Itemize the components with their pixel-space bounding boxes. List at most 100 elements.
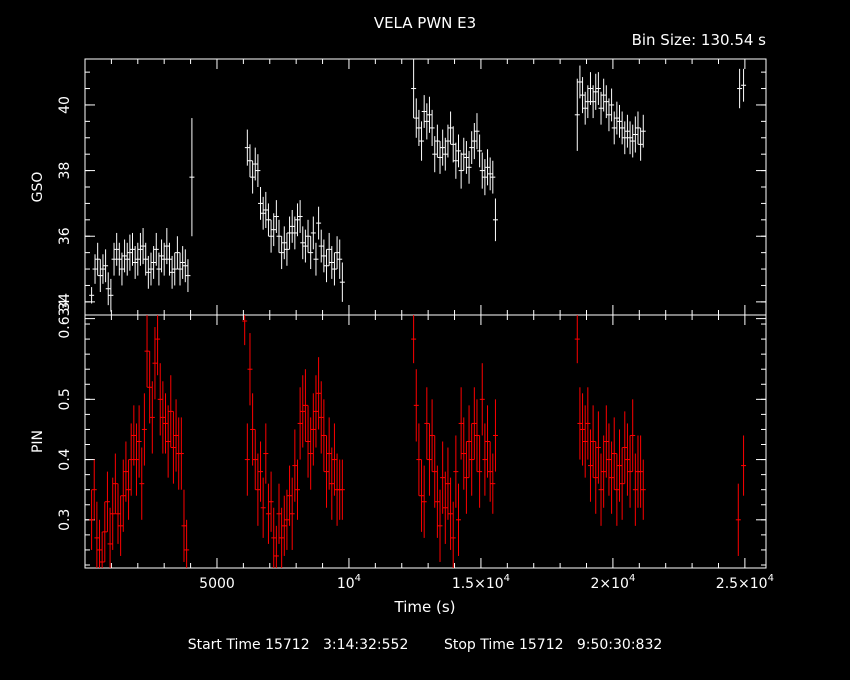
data-point xyxy=(331,423,337,496)
data-point xyxy=(276,219,282,253)
stop-time-label: Stop Time 15712 9:50:30:832 xyxy=(443,637,663,653)
data-point xyxy=(601,435,607,508)
data-point xyxy=(419,459,425,532)
data-point xyxy=(300,226,306,260)
data-point xyxy=(479,363,485,436)
data-point xyxy=(490,453,496,514)
data-point xyxy=(432,136,438,173)
plot-panels: 34 36 38 40 GSO 0.3 0.4 0.5 0.634 PIN xyxy=(30,58,767,569)
data-point xyxy=(89,287,95,304)
data-point xyxy=(145,255,151,289)
data-point xyxy=(485,405,491,478)
bin-size-label: Bin Size: 130.54 s xyxy=(632,31,767,49)
data-point xyxy=(91,459,97,520)
data-point xyxy=(260,477,266,538)
data-point xyxy=(126,459,132,520)
data-point xyxy=(143,242,149,276)
x-tick-base: 2×10 xyxy=(590,576,628,592)
y-tick-label: 0.4 xyxy=(57,448,73,470)
data-point xyxy=(130,232,136,266)
x-tick-base: 2.5×10 xyxy=(716,576,768,592)
panel-gso: 34 36 38 40 GSO xyxy=(30,58,767,316)
panel-frame xyxy=(84,314,767,569)
data-point xyxy=(485,149,491,186)
data-point xyxy=(453,142,459,179)
data-point xyxy=(184,519,190,568)
data-point xyxy=(448,111,454,145)
data-point xyxy=(308,417,314,490)
data-point xyxy=(159,239,165,273)
data-point xyxy=(324,435,330,508)
data-point xyxy=(185,259,191,293)
data-point xyxy=(450,501,456,568)
data-point xyxy=(302,369,308,442)
data-point xyxy=(487,157,493,191)
data-point xyxy=(110,477,116,550)
data-point xyxy=(284,232,290,266)
x-tick-base: 10 xyxy=(337,576,355,592)
data-point xyxy=(601,78,607,112)
data-point xyxy=(461,417,467,490)
x-tick-base: 1.5×10 xyxy=(452,576,504,592)
data-point xyxy=(168,375,174,448)
data-point xyxy=(590,85,596,119)
data-point xyxy=(421,465,427,538)
data-point xyxy=(487,441,493,502)
data-point xyxy=(419,121,425,161)
data-point xyxy=(426,423,432,496)
data-point xyxy=(590,405,596,478)
data-point xyxy=(160,381,166,454)
data-point xyxy=(252,429,258,490)
data-point xyxy=(574,315,580,364)
data-point xyxy=(127,234,133,271)
data-point xyxy=(302,229,308,263)
data-point xyxy=(294,459,300,520)
data-point xyxy=(135,242,141,276)
data-point xyxy=(609,441,615,514)
data-point xyxy=(104,471,110,532)
data-point xyxy=(490,160,496,194)
data-point xyxy=(598,453,604,526)
data-point xyxy=(139,447,145,520)
data-point xyxy=(258,187,264,220)
data-point xyxy=(582,91,588,125)
data-point xyxy=(294,203,300,237)
data-point xyxy=(582,405,588,478)
data-point xyxy=(458,387,464,460)
y-axis-label: PIN xyxy=(30,430,46,453)
data-point xyxy=(147,351,153,424)
data-point xyxy=(324,249,330,283)
data-point xyxy=(94,501,100,568)
data-point xyxy=(310,393,316,466)
data-point xyxy=(242,315,248,346)
data-point xyxy=(585,387,591,460)
data-point xyxy=(585,85,591,119)
data-point xyxy=(178,417,184,490)
data-point xyxy=(144,315,150,388)
data-point xyxy=(606,98,612,132)
data-point xyxy=(92,254,98,284)
data-point xyxy=(305,219,311,253)
x-axis-label: Time (s) xyxy=(394,598,456,616)
data-point xyxy=(316,357,322,430)
data-point xyxy=(263,423,269,484)
x-tick-label: 2×104 xyxy=(590,573,635,592)
data-point xyxy=(95,242,101,276)
y-tick-label: 0.3 xyxy=(57,509,73,531)
data-point xyxy=(741,68,747,102)
data-point xyxy=(313,375,319,448)
data-point xyxy=(163,393,169,454)
data-point xyxy=(593,73,599,110)
data-point xyxy=(271,213,277,247)
data-point xyxy=(279,236,285,270)
data-point xyxy=(461,137,467,171)
data-point xyxy=(595,411,601,484)
data-point xyxy=(149,381,155,454)
data-point xyxy=(284,489,290,550)
data-point xyxy=(292,429,298,502)
data-point xyxy=(132,246,138,279)
data-point xyxy=(172,252,178,286)
data-point xyxy=(619,447,625,520)
data-point xyxy=(638,127,644,161)
